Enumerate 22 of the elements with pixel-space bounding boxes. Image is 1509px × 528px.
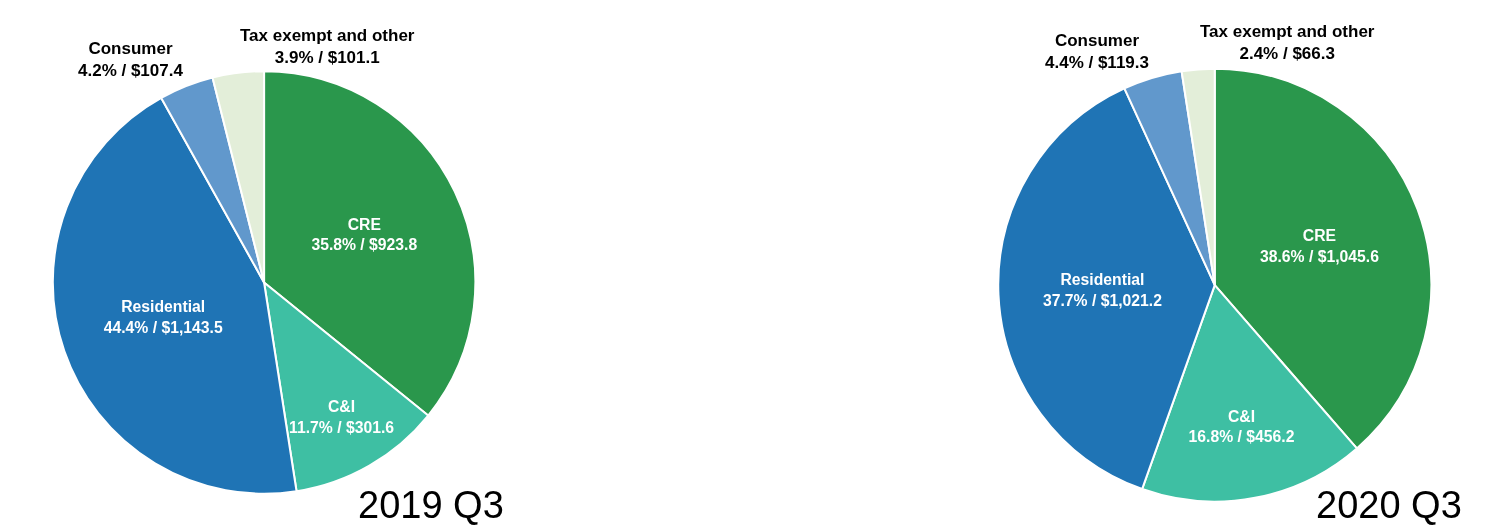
slice-label: Residential bbox=[1060, 271, 1145, 289]
data-label: 38.6% / $1,045.6 bbox=[1259, 247, 1380, 265]
data-label: 11.7% / $301.6 bbox=[289, 418, 395, 436]
slice-label: Residential bbox=[121, 298, 206, 316]
text: 2020 Q3 bbox=[1316, 484, 1462, 526]
slice-label: C&I bbox=[328, 398, 356, 416]
text: 2019 Q3 bbox=[358, 484, 504, 526]
data-label: 35.8% / $923.8 bbox=[311, 236, 418, 254]
data-label: 37.7% / $1,021.2 bbox=[1042, 291, 1163, 309]
slice-label: Consumer bbox=[1054, 31, 1140, 50]
data-label: 3.9% / $101.1 bbox=[274, 48, 380, 68]
data-label: 4.2% / $107.4 bbox=[78, 61, 184, 81]
data-label: 16.8% / $456.2 bbox=[1188, 428, 1295, 446]
slice-label: Consumer bbox=[88, 39, 173, 58]
slice-label: Tax exempt and other bbox=[1200, 22, 1375, 41]
slice-label: Tax exempt and other bbox=[240, 26, 415, 45]
data-label: 2.4% / $66.3 bbox=[1239, 44, 1335, 64]
data-label: 44.4% / $1,143.5 bbox=[103, 318, 223, 336]
slice-label: CRE bbox=[1302, 227, 1337, 245]
data-label: 4.4% / $119.3 bbox=[1045, 53, 1149, 73]
slice-label: C&I bbox=[1227, 407, 1256, 425]
slice-label: CRE bbox=[347, 215, 381, 233]
